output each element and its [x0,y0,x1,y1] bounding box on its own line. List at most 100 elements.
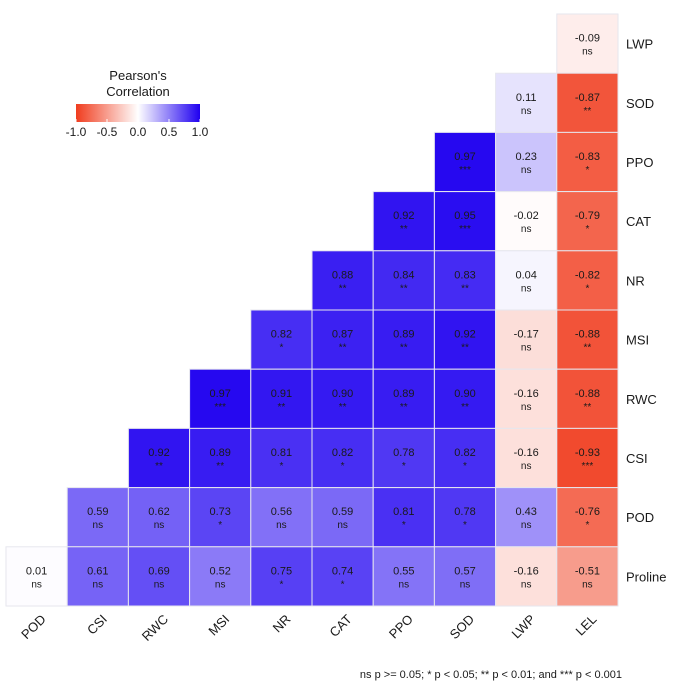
cell-significance-label: ns [31,579,42,590]
cell-nr-ppo: 0.84 ** [372,250,435,311]
cell-proline-nr: 0.75 * [250,546,313,607]
cell-rect [556,427,619,489]
cell-value-label: -0.83 [575,151,600,163]
cell-rect [556,368,619,429]
row-label-cat: CAT [626,214,651,229]
cell-proline-msi: 0.52 ns [189,546,252,607]
cell-rect [189,368,252,429]
cell-proline-pod: 0.01 ns [5,546,68,607]
cell-value-label: 0.78 [393,447,414,459]
cell-rect [556,546,619,607]
cell-rwc-lel: -0.88 ** [556,368,619,429]
cell-msi-nr: 0.82 * [250,309,313,370]
cell-value-label: 0.23 [515,151,536,163]
cell-significance-label: * [585,165,589,176]
cell-value-label: 0.91 [271,388,292,400]
cell-value-label: -0.79 [575,210,600,222]
cell-value-label: 0.59 [87,506,108,518]
cell-rwc-nr: 0.91 ** [250,368,313,429]
cell-rect [556,309,619,370]
color-legend: Pearson's Correlation -1.0 -0.5 0.0 0.5 1.0 [66,68,209,139]
cell-nr-lwp: 0.04 ns [495,250,558,311]
cell-value-label: -0.17 [514,329,539,341]
cell-value-label: 0.90 [332,388,353,400]
row-label-proline: Proline [626,569,666,584]
cell-rect [556,487,619,548]
cell-value-label: 0.89 [209,447,230,459]
cell-cat-sod: 0.95 *** [433,191,497,252]
cell-pod-lel: -0.76 * [556,487,619,548]
cell-value-label: 0.82 [332,447,353,459]
cell-value-label: -0.16 [514,388,539,400]
cell-csi-ppo: 0.78 * [372,427,435,489]
cell-rwc-cat: 0.90 ** [311,368,374,429]
column-label-msi: MSI [205,612,232,639]
cell-rect [495,72,558,133]
cell-significance-label: ns [521,106,532,117]
cell-value-label: 0.04 [515,269,536,281]
cell-significance-label: ns [521,165,532,176]
cell-value-label: -0.02 [514,210,539,222]
cell-significance-label: ** [400,224,408,235]
cell-rect [433,546,497,607]
cell-ppo-lel: -0.83 * [556,131,619,193]
cell-significance-label: * [279,579,283,590]
cell-significance-label: ns [460,579,471,590]
cell-significance-label: ** [216,461,224,472]
cell-pod-csi: 0.59 ns [66,487,129,548]
cell-value-label: 0.87 [332,329,353,341]
cell-csi-msi: 0.89 ** [189,427,252,489]
cell-nr-sod: 0.83 ** [433,250,497,311]
cell-rect [495,368,558,429]
cell-value-label: 0.92 [393,210,414,222]
cell-proline-ppo: 0.55 ns [372,546,435,607]
cell-significance-label: ** [339,343,347,354]
cell-value-label: -0.93 [575,447,600,459]
cell-rect [311,546,374,607]
cell-significance-label: * [402,520,406,531]
cell-significance-label: ns [521,461,532,472]
row-label-csi: CSI [626,451,648,466]
cell-pod-ppo: 0.81 * [372,487,435,548]
cell-value-label: 0.82 [454,447,475,459]
cell-significance-label: ** [278,402,286,413]
cell-value-label: 0.59 [332,506,353,518]
cell-pod-msi: 0.73 * [189,487,252,548]
cell-significance-label: * [585,283,589,294]
cell-rect [250,309,313,370]
cell-rect [189,546,252,607]
cell-significance-label: * [279,343,283,354]
legend-title-line1: Pearson's [109,68,167,83]
cell-significance-label: ns [215,579,226,590]
cell-value-label: 0.52 [209,565,230,577]
cell-ppo-lwp: 0.23 ns [495,131,558,193]
cell-significance-label: ns [154,520,165,531]
cell-significance-label: ns [521,283,532,294]
cell-proline-csi: 0.61 ns [66,546,129,607]
cell-rect [127,546,191,607]
cell-significance-label: * [585,520,589,531]
cell-value-label: 0.61 [87,565,108,577]
cell-pod-rwc: 0.62 ns [127,487,191,548]
cell-rwc-lwp: -0.16 ns [495,368,558,429]
cell-nr-lel: -0.82 * [556,250,619,311]
cell-msi-sod: 0.92 ** [433,309,497,370]
cell-rect [556,13,619,74]
cell-rect [311,309,374,370]
cell-value-label: 0.69 [148,565,169,577]
cell-rect [250,368,313,429]
cell-pod-sod: 0.78 * [433,487,497,548]
cell-significance-label: * [402,461,406,472]
cell-rect [433,191,497,252]
cell-pod-cat: 0.59 ns [311,487,374,548]
cell-proline-sod: 0.57 ns [433,546,497,607]
cell-significance-label: * [463,520,467,531]
cell-csi-lwp: -0.16 ns [495,427,558,489]
cell-csi-lel: -0.93 *** [556,427,619,489]
cell-value-label: 0.57 [454,565,475,577]
cell-significance-label: *** [214,402,226,413]
cell-msi-lwp: -0.17 ns [495,309,558,370]
legend-tick-label: -0.5 [97,125,118,139]
cell-significance-label: ns [582,579,593,590]
cell-proline-lwp: -0.16 ns [495,546,558,607]
